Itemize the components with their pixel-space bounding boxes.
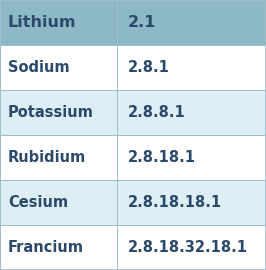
Text: Lithium: Lithium <box>8 15 77 30</box>
Bar <box>117 45 266 90</box>
Text: Potassium: Potassium <box>8 105 94 120</box>
Text: Cesium: Cesium <box>8 195 68 210</box>
Text: Rubidium: Rubidium <box>8 150 86 165</box>
Text: Sodium: Sodium <box>8 60 70 75</box>
Bar <box>117 90 266 135</box>
Bar <box>0 45 117 90</box>
Text: Francium: Francium <box>8 240 84 255</box>
Text: 2.8.18.1: 2.8.18.1 <box>128 150 196 165</box>
Bar <box>0 90 117 135</box>
Text: 2.8.8.1: 2.8.8.1 <box>128 105 185 120</box>
Bar <box>117 225 266 270</box>
Text: 2.8.18.18.1: 2.8.18.18.1 <box>128 195 222 210</box>
Bar <box>117 135 266 180</box>
Text: 2.8.18.32.18.1: 2.8.18.32.18.1 <box>128 240 248 255</box>
Bar <box>0 225 117 270</box>
Bar <box>0 180 117 225</box>
Bar <box>117 0 266 45</box>
Bar <box>0 135 117 180</box>
Bar <box>0 0 117 45</box>
Text: 2.8.1: 2.8.1 <box>128 60 169 75</box>
Bar <box>117 180 266 225</box>
Text: 2.1: 2.1 <box>128 15 156 30</box>
